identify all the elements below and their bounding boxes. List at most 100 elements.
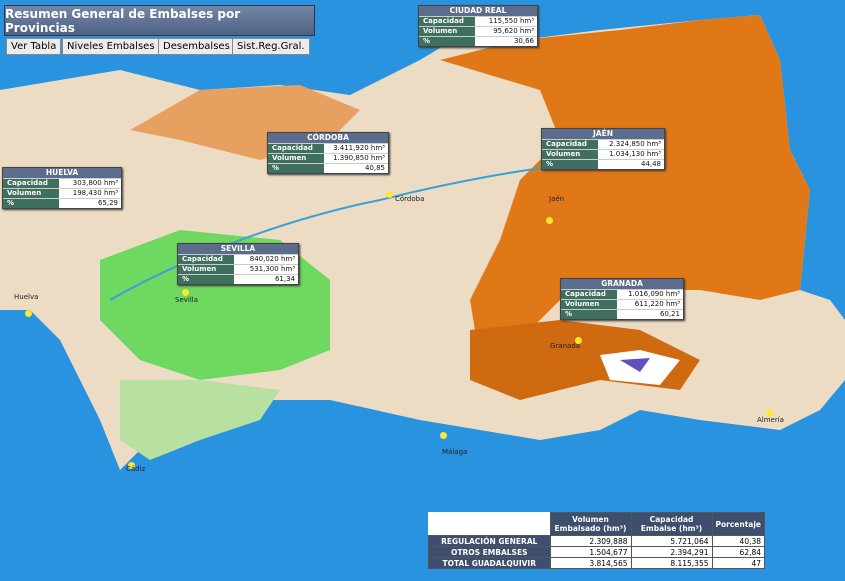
- row-label: Volumen: [419, 27, 475, 36]
- column-header: Porcentaje: [711, 512, 766, 536]
- row-value: 198,430 hm³: [72, 189, 118, 197]
- row-value: 40,85: [364, 164, 385, 172]
- column-header: Capacidad Embalse (hm³): [630, 512, 713, 536]
- province-box: CÓRDOBA Capacidad 3.411,920 hm³ Volumen 1.39…: [267, 132, 389, 174]
- blank-cell: [429, 513, 551, 536]
- province-name: CIUDAD REAL: [419, 6, 537, 16]
- row-value: 61,34: [274, 275, 295, 283]
- row-label: %: [542, 160, 598, 169]
- row-value: 115,550 hm³: [488, 17, 534, 25]
- city-label: Huelva: [14, 293, 39, 301]
- table-cell: 5.721,064: [630, 535, 713, 547]
- row-label: Volumen: [3, 189, 59, 198]
- province-name: SEVILLA: [178, 244, 298, 254]
- row-label: Capacidad: [178, 255, 234, 264]
- province-box: JAÉN Capacidad 2.324,850 hm³ Volumen 1.034,1…: [541, 128, 665, 170]
- city-marker: [386, 191, 393, 198]
- city-marker: [440, 432, 447, 439]
- province-row: % 61,34: [178, 274, 298, 284]
- peak: [620, 358, 650, 372]
- row-header: OTROS EMBALSES: [428, 546, 551, 558]
- province-box: CIUDAD REAL Capacidad 115,550 hm³ Volumen 95…: [418, 5, 538, 47]
- province-name: CÓRDOBA: [268, 133, 388, 143]
- row-label: Capacidad: [542, 140, 598, 149]
- city-label: Cádiz: [126, 465, 146, 473]
- row-value: 531,300 hm³: [249, 265, 295, 273]
- button[interactable]: Desembalses: [158, 38, 235, 55]
- province-row: % 44,48: [542, 159, 664, 169]
- table-cell: 62,84: [711, 546, 766, 558]
- lowland: [120, 380, 280, 460]
- city-marker: [25, 310, 32, 317]
- province-row: Capacidad 840,020 hm³: [178, 254, 298, 264]
- row-label: Capacidad: [419, 17, 475, 26]
- province-row: % 60,21: [561, 309, 683, 319]
- city-label: Almería: [757, 416, 784, 424]
- row-label: %: [419, 37, 475, 46]
- province-row: % 65,29: [3, 198, 121, 208]
- row-label: %: [561, 310, 617, 319]
- row-value: 1.034,130 hm³: [609, 150, 661, 158]
- table-row: OTROS EMBALSES 1.504,677 2.394,291 62,84: [428, 546, 766, 558]
- province-box: GRANADA Capacidad 1.016,090 hm³ Volumen 611,…: [560, 278, 684, 320]
- row-value: 65,29: [97, 199, 118, 207]
- city-marker: [546, 217, 553, 224]
- row-label: Volumen: [561, 300, 617, 309]
- province-name: JAÉN: [542, 129, 664, 139]
- table-cell: 2.309,888: [549, 535, 632, 547]
- province-row: Volumen 531,300 hm³: [178, 264, 298, 274]
- table-cell: 1.504,677: [549, 546, 632, 558]
- row-label: %: [268, 164, 324, 173]
- province-row: % 40,85: [268, 163, 388, 173]
- province-row: Capacidad 115,550 hm³: [419, 16, 537, 26]
- table-row: REGULACIÓN GENERAL 2.309,888 5.721,064 40,3…: [428, 535, 766, 547]
- row-label: Volumen: [178, 265, 234, 274]
- city-marker: [128, 462, 135, 469]
- button[interactable]: Sist.Reg.Gral.: [232, 38, 310, 55]
- province-row: Volumen 198,430 hm³: [3, 188, 121, 198]
- row-value: 1.390,850 hm³: [333, 154, 385, 162]
- city-label: Jaén: [549, 195, 565, 203]
- table-cell: 47: [711, 557, 766, 569]
- row-label: %: [3, 199, 59, 208]
- row-label: Volumen: [268, 154, 324, 163]
- city-label: Málaga: [442, 448, 468, 456]
- province-row: Capacidad 1.016,090 hm³: [561, 289, 683, 299]
- row-header: TOTAL GUADALQUIVIR: [428, 557, 551, 569]
- table-cell: 8.115,355: [630, 557, 713, 569]
- province-name: HUELVA: [3, 168, 121, 178]
- button[interactable]: Niveles Embalses: [62, 38, 160, 55]
- row-value: 611,220 hm³: [634, 300, 680, 308]
- city-marker: [575, 337, 582, 344]
- column-header: Volumen Embalsado (hm³): [549, 512, 632, 536]
- row-label: %: [178, 275, 234, 284]
- button[interactable]: Ver Tabla: [6, 38, 62, 55]
- province-box: SEVILLA Capacidad 840,020 hm³ Volumen 531,30…: [177, 243, 299, 285]
- row-value: 303,800 hm³: [72, 179, 118, 187]
- table-header: Volumen Embalsado (hm³) Capacidad Embalse…: [429, 512, 766, 536]
- province-row: Volumen 1.390,850 hm³: [268, 153, 388, 163]
- city-label: Sevilla: [175, 296, 199, 304]
- row-value: 30,66: [513, 37, 534, 45]
- province-row: Capacidad 2.324,850 hm³: [542, 139, 664, 149]
- row-label: Capacidad: [3, 179, 59, 188]
- row-value: 95,620 hm³: [493, 27, 534, 35]
- title: Resumen General de Embalses por Provinci…: [4, 5, 315, 36]
- row-label: Capacidad: [561, 290, 617, 299]
- city-marker: [182, 289, 189, 296]
- city-label: Granada: [550, 342, 581, 350]
- province-row: Volumen 1.034,130 hm³: [542, 149, 664, 159]
- row-value: 44,48: [640, 160, 661, 168]
- city-marker: [766, 410, 773, 417]
- table-row: TOTAL GUADALQUIVIR 3.814,565 8.115,355 47: [428, 557, 766, 569]
- province-row: Volumen 611,220 hm³: [561, 299, 683, 309]
- row-value: 3.411,920 hm³: [333, 144, 385, 152]
- table-cell: 2.394,291: [630, 546, 713, 558]
- city-label: Córdoba: [395, 195, 425, 203]
- summary-table: Volumen Embalsado (hm³) Capacidad Embalse…: [428, 512, 766, 569]
- row-value: 2.324,850 hm³: [609, 140, 661, 148]
- row-value: 840,020 hm³: [249, 255, 295, 263]
- province-row: % 30,66: [419, 36, 537, 46]
